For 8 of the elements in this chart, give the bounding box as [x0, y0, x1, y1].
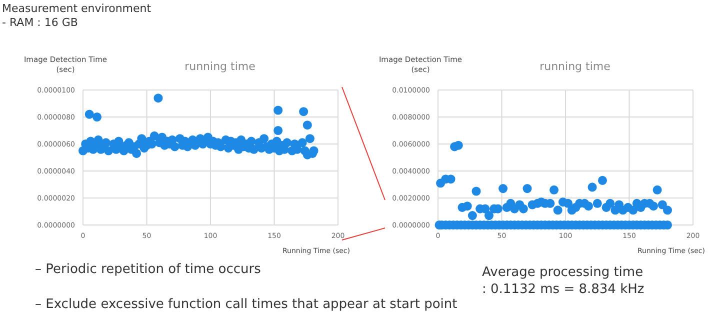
text: – Exclude excessive function call times that appear at start point: [35, 297, 458, 312]
chart-title: running time: [538, 60, 612, 73]
chart-title: running time: [184, 60, 256, 73]
text: Measurement environment: [2, 2, 152, 15]
text: Average processing time: [482, 265, 644, 280]
text: - RAM : 16 GB: [2, 16, 78, 29]
text: – Periodic repetition of time occurs: [35, 262, 261, 277]
text: : 0.1132 ms = 8.834 kHz: [482, 282, 644, 297]
